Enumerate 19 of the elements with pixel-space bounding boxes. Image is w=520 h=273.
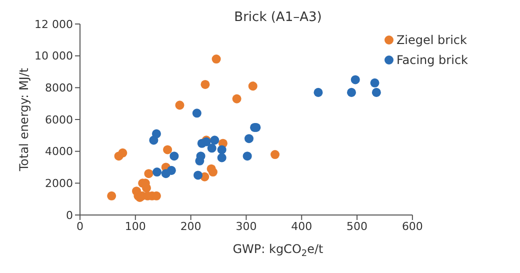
- chart-title: Brick (A1–A3): [234, 10, 322, 25]
- x-tick-label: 0: [76, 220, 84, 233]
- legend-label: Facing brick: [395, 52, 468, 69]
- y-tick-label: 4000: [45, 145, 73, 158]
- x-tick-label: 300: [236, 220, 257, 233]
- y-tick-label: 10 000: [34, 50, 73, 63]
- x-tick-label: 100: [124, 220, 146, 233]
- x-tick-label: 600: [402, 220, 423, 233]
- legend-label: Ziegel brick: [395, 32, 468, 49]
- x-tick-label: 400: [291, 220, 312, 233]
- x-tick-label: 500: [346, 220, 368, 233]
- y-tick-label: 0: [66, 208, 73, 222]
- y-tick-label: 6000: [45, 113, 73, 126]
- y-tick-label: 12 000: [34, 18, 73, 31]
- x-tick-label: 200: [180, 220, 202, 233]
- y-axis-title: Total energy: MJ/t: [17, 68, 31, 172]
- y-tick-label: 8000: [45, 82, 73, 95]
- x-axis-title: GWP: kgCO$_{2}$e/t: [232, 242, 324, 259]
- y-tick-label: 2000: [45, 177, 73, 190]
